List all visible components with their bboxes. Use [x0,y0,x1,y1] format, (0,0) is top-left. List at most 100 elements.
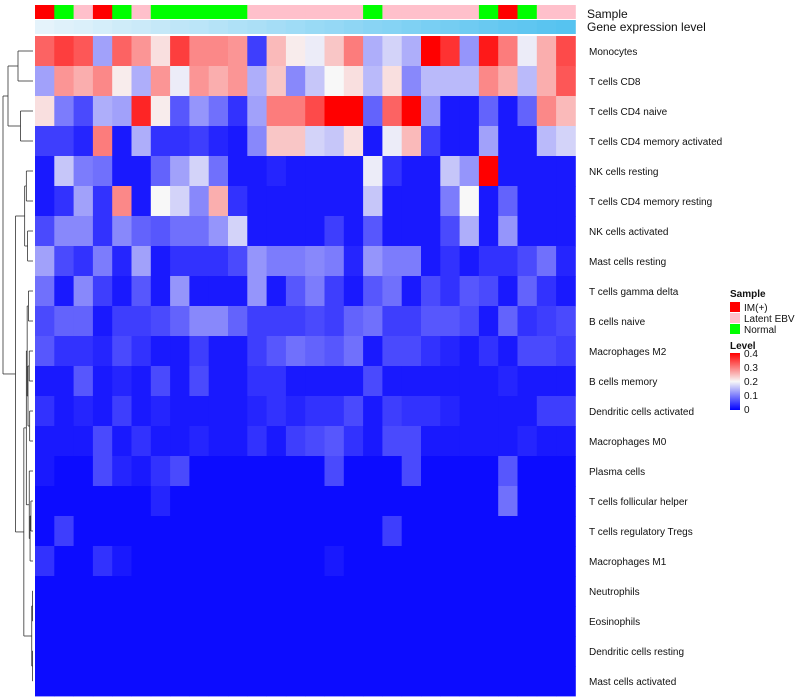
heatmap-cell [208,396,229,427]
heatmap-cell [382,336,403,367]
heatmap-cell [189,546,210,577]
heatmap-cell [556,216,576,247]
heatmap-cell [150,606,171,637]
heatmap-cell [556,96,576,127]
heatmap-cell [228,456,248,487]
heatmap-cell [208,96,229,127]
heatmap-cell [459,366,480,397]
heatmap-cell [73,606,94,637]
heatmap-cell [35,546,55,577]
sample-track-label: Sample [587,7,628,21]
heatmap-cell [305,516,325,547]
heatmap-cell [498,396,518,427]
heatmap-cell [73,366,94,397]
heatmap-cell [189,216,210,247]
heatmap-cell [478,396,499,427]
sample-annotation-cell [170,5,190,19]
heatmap-cell [92,366,113,397]
heatmap-cell [363,186,383,217]
row-label: T cells regulatory Tregs [589,527,693,538]
heatmap-cell [305,576,325,607]
sample-annotation-cell [363,5,383,19]
heatmap-cell [92,156,113,187]
heatmap-cell [112,126,132,157]
heatmap-cell [35,576,55,607]
heatmap-cell [247,96,267,127]
heatmap-cell [266,486,287,517]
heatmap-cell [266,306,287,337]
heatmap-cell [517,306,538,337]
heatmap-cell [35,276,55,307]
heatmap-cell [556,36,576,67]
heatmap-cell [536,636,557,667]
heatmap-cell [228,156,248,187]
heatmap-cell [440,246,460,277]
heatmap-cell [285,486,306,517]
heatmap-cell [189,456,210,487]
heatmap-cell [401,336,422,367]
heatmap-cell [421,276,441,307]
heatmap-cell [556,546,576,577]
heatmap-cell [228,396,248,427]
heatmap-cell [440,126,460,157]
heatmap-cell [421,246,441,277]
heatmap-cell [536,456,557,487]
heatmap-cell [498,636,518,667]
heatmap-cell [324,636,345,667]
gene-expression-annotation-cell [247,20,267,34]
heatmap-cell [517,396,538,427]
heatmap-cell [54,516,74,547]
heatmap-cell [440,426,460,457]
heatmap-cell [228,516,248,547]
legend-swatch-latent [730,313,740,323]
heatmap-cell [73,216,94,247]
heatmap-cell [131,36,152,67]
heatmap-cell [131,276,152,307]
heatmap-cell [228,306,248,337]
sample-annotation-cell [517,5,538,19]
gene-expression-annotation-cell [266,20,287,34]
legend-label-normal: Normal [744,325,776,336]
heatmap-cell [305,456,325,487]
heatmap-cell [189,486,210,517]
heatmap-cell [208,576,229,607]
heatmap-cell [131,156,152,187]
heatmap-cell [285,66,306,97]
heatmap-cell [498,306,518,337]
heatmap-cell [150,156,171,187]
heatmap-cell [131,636,152,667]
heatmap-cell [324,186,345,217]
heatmap-cell [401,66,422,97]
heatmap-cell [92,426,113,457]
heatmap-cell [401,576,422,607]
row-label: Dendritic cells resting [589,647,684,658]
heatmap-cell [285,336,306,367]
heatmap-cell [343,396,364,427]
heatmap-cell [440,66,460,97]
heatmap-cell [150,216,171,247]
heatmap-cell [189,306,210,337]
heatmap-cell [189,66,210,97]
gene-expression-annotation-cell [517,20,538,34]
heatmap-cell [170,456,190,487]
heatmap-cell [285,36,306,67]
heatmap-cell [73,426,94,457]
gene-expression-annotation-cell [170,20,190,34]
heatmap-cell [459,636,480,667]
heatmap-cell [305,66,325,97]
heatmap-cell [517,426,538,457]
heatmap-cell [189,126,210,157]
heatmap-cell [305,666,325,697]
row-label: T cells CD4 memory resting [589,197,712,208]
heatmap-cell [247,666,267,697]
heatmap-cell [421,636,441,667]
heatmap-cell [440,156,460,187]
heatmap-cell [54,216,74,247]
heatmap-cell [324,606,345,637]
heatmap-cell [54,186,74,217]
heatmap-cell [305,126,325,157]
heatmap-cell [112,486,132,517]
heatmap-cell [112,336,132,367]
heatmap-cell [131,246,152,277]
